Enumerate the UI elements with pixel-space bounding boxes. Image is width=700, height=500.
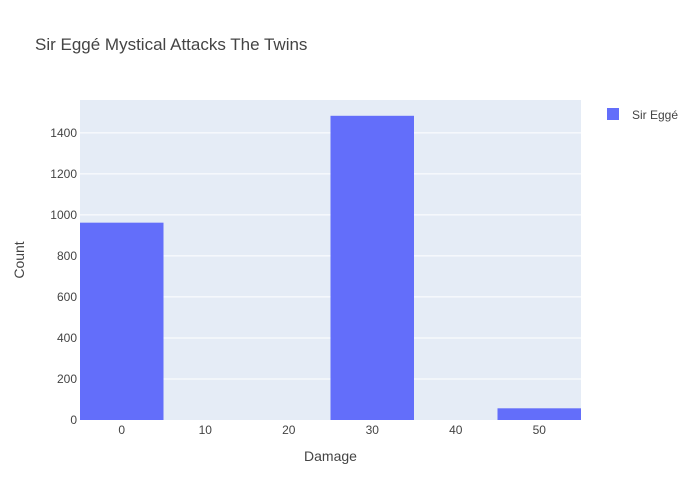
y-axis-title: Count <box>11 241 27 278</box>
bar[interactable] <box>80 222 164 420</box>
legend[interactable]: Sir Eggé <box>607 108 678 122</box>
x-axis-title: Damage <box>304 448 357 464</box>
y-tick-label: 1400 <box>50 126 77 140</box>
y-tick-label: 0 <box>70 413 77 427</box>
y-tick-labels: 0 200 400 600 800 1000 1200 1400 <box>50 126 77 427</box>
bar[interactable] <box>497 408 582 420</box>
bar[interactable] <box>330 115 415 421</box>
x-tick-labels: 0 10 20 30 40 50 <box>118 423 546 437</box>
bars <box>80 115 582 421</box>
y-tick-label: 600 <box>57 290 77 304</box>
y-tick-label: 1200 <box>50 167 77 181</box>
x-tick-label: 10 <box>199 423 213 437</box>
y-tick-label: 200 <box>57 372 77 386</box>
x-tick-label: 50 <box>533 423 547 437</box>
x-tick-label: 30 <box>366 423 380 437</box>
y-tick-label: 400 <box>57 331 77 345</box>
legend-label: Sir Eggé <box>632 108 678 122</box>
x-tick-label: 0 <box>118 423 125 437</box>
x-tick-label: 40 <box>449 423 463 437</box>
legend-swatch <box>607 108 619 120</box>
x-tick-label: 20 <box>282 423 296 437</box>
y-tick-label: 1000 <box>50 208 77 222</box>
y-tick-label: 800 <box>57 249 77 263</box>
chart-title: Sir Eggé Mystical Attacks The Twins <box>35 35 307 54</box>
